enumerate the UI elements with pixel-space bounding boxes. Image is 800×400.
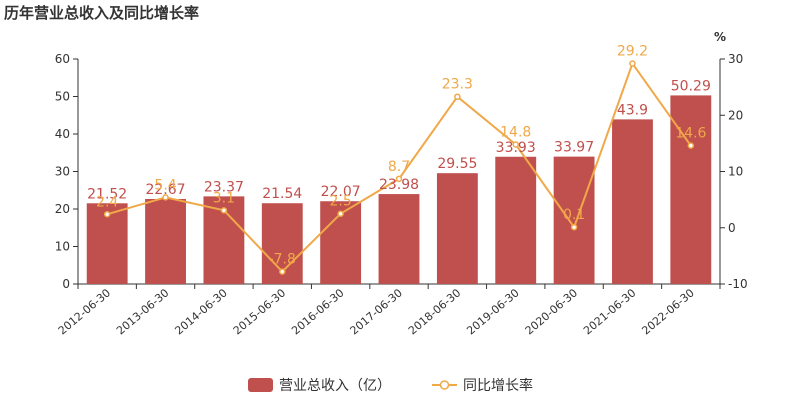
growth-point	[337, 210, 344, 217]
growth-point	[103, 211, 111, 218]
growth-point	[395, 175, 403, 183]
bar-value-label: 50.29	[671, 78, 711, 94]
growth-point	[629, 60, 636, 67]
bar-value-label: 21.52	[87, 186, 127, 202]
growth-point	[570, 223, 578, 231]
x-tick-label: 2019-06-30	[464, 286, 521, 337]
bar-value-label: 21.54	[262, 186, 302, 202]
bar	[495, 156, 537, 284]
x-tick-label: 2013-06-30	[114, 286, 171, 337]
legend-bar-swatch	[248, 378, 273, 392]
bar-value-label: 22.07	[321, 184, 361, 200]
bar-value-label: 43.9	[617, 102, 648, 118]
right-tick-label: 10	[728, 165, 743, 179]
bar	[670, 95, 712, 284]
x-tick-label: 2018-06-30	[406, 286, 463, 337]
bar	[612, 119, 653, 284]
growth-value-label: -7.8	[269, 252, 296, 268]
x-tick-label: 2022-06-30	[639, 286, 696, 337]
right-tick-label: -10	[728, 277, 748, 291]
growth-point	[220, 207, 228, 214]
growth-value-label: 2.4	[96, 194, 118, 210]
bar-value-label: 22.67	[145, 182, 185, 198]
left-tick-label: 20	[55, 202, 70, 216]
growth-value-label: 23.3	[442, 77, 473, 93]
x-tick-label: 2015-06-30	[231, 286, 288, 337]
bar-value-label: 33.97	[554, 140, 594, 156]
growth-point	[279, 268, 286, 275]
growth-point	[512, 141, 519, 148]
bar	[378, 194, 420, 284]
x-tick-label: 2016-06-30	[289, 286, 346, 337]
left-tick-label: 40	[55, 127, 70, 141]
x-tick-label: 2020-06-30	[523, 286, 580, 337]
bar-value-label: 23.98	[379, 177, 419, 193]
growth-value-label: 3.1	[213, 190, 235, 206]
growth-value-label: 14.6	[675, 126, 706, 142]
growth-point	[162, 194, 169, 201]
legend-bar-label: 营业总收入（亿）	[279, 378, 391, 394]
growth-value-label: 2.5	[330, 194, 352, 210]
bar-value-label: 29.55	[437, 156, 477, 172]
bar	[145, 198, 186, 284]
x-tick-label: 2021-06-30	[581, 286, 638, 337]
left-tick-label: 0	[62, 277, 70, 291]
left-tick-label: 10	[55, 240, 70, 254]
left-tick-label: 60	[55, 52, 70, 66]
growth-value-label: 0.1	[563, 207, 585, 223]
chart-title: 历年营业总收入及同比增长率	[4, 4, 200, 22]
right-axis-unit: %	[714, 30, 726, 44]
right-tick-label: 30	[728, 52, 743, 66]
right-tick-label: 0	[728, 221, 736, 235]
growth-value-label: 14.8	[500, 125, 531, 141]
x-tick-label: 2014-06-30	[173, 286, 230, 337]
legend-line-label: 同比增长率	[463, 377, 533, 394]
x-tick-label: 2017-06-30	[348, 286, 405, 337]
bar	[436, 173, 478, 284]
growth-value-label: 29.2	[617, 44, 648, 60]
growth-value-label: 5.4	[154, 177, 176, 193]
left-tick-label: 50	[55, 90, 70, 104]
growth-point	[454, 93, 461, 100]
x-tick-label: 2012-06-30	[56, 286, 113, 337]
bar-value-label: 23.37	[204, 179, 244, 195]
legend-line-marker	[439, 380, 450, 390]
right-tick-label: 20	[728, 108, 743, 122]
bar	[553, 156, 595, 284]
growth-value-label: 8.7	[388, 159, 410, 175]
growth-point	[687, 142, 695, 149]
bar-value-label: 33.93	[496, 140, 536, 156]
left-tick-label: 30	[55, 165, 70, 179]
